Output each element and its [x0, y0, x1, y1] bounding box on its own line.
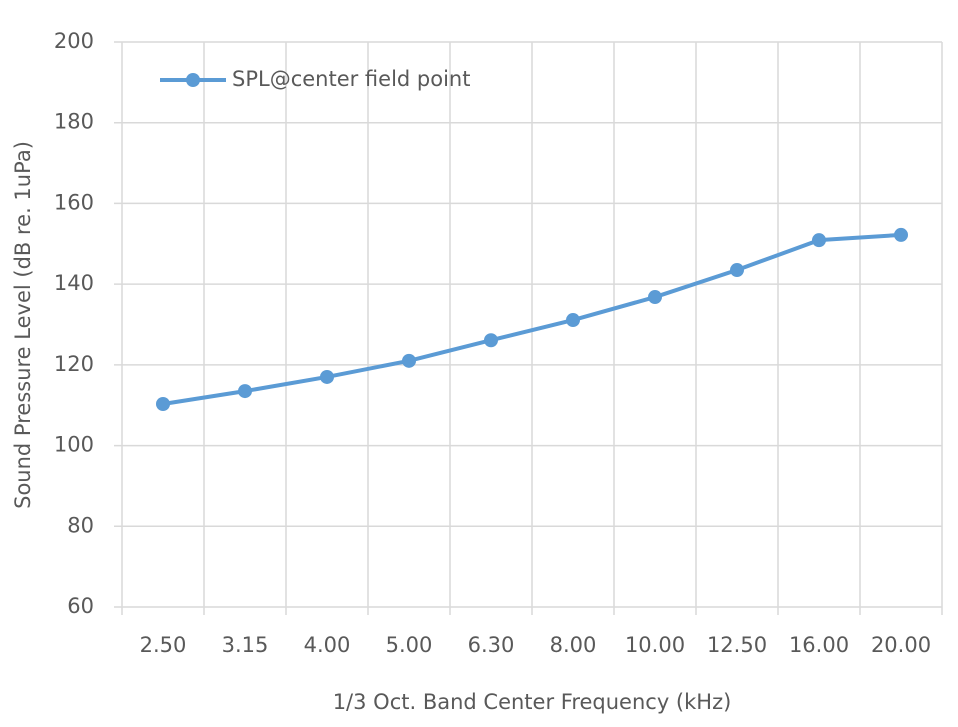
x-tick-label: 2.50: [140, 633, 187, 657]
data-point: [730, 263, 744, 278]
x-tick-label: 4.00: [304, 633, 351, 657]
data-point: [402, 353, 416, 368]
data-point: [648, 290, 662, 305]
legend-label: SPL@center field point: [232, 67, 470, 91]
data-point: [812, 233, 826, 248]
series-line: [162, 232, 902, 406]
data-point: [484, 333, 498, 348]
x-tick-label: 6.30: [468, 633, 515, 657]
y-tick-label: 180: [54, 110, 94, 134]
y-tick-label: 80: [67, 513, 94, 537]
x-tick-label: 20.00: [871, 633, 931, 657]
data-point: [156, 397, 170, 412]
x-tick-label: 10.00: [625, 633, 685, 657]
y-axis-title: Sound Pressure Level (dB re. 1uPa): [11, 141, 35, 509]
x-axis-title: 1/3 Oct. Band Center Frequency (kHz): [333, 690, 732, 714]
x-tick-label: 12.50: [707, 633, 767, 657]
y-tick-label: 160: [54, 190, 94, 214]
data-point: [566, 313, 580, 328]
data-point: [894, 227, 908, 242]
data-point: [320, 369, 334, 384]
y-tick-label: 60: [67, 594, 94, 618]
legend-marker: [186, 73, 200, 87]
x-tick-label: 8.00: [550, 633, 597, 657]
y-tick-label: 200: [54, 29, 94, 53]
x-tick-label: 5.00: [386, 633, 433, 657]
x-tick-label: 3.15: [222, 633, 269, 657]
y-tick-label: 120: [54, 352, 94, 376]
data-point: [238, 384, 252, 399]
y-tick-label: 100: [54, 433, 94, 457]
y-tick-label: 140: [54, 271, 94, 295]
x-tick-label: 16.00: [789, 633, 849, 657]
